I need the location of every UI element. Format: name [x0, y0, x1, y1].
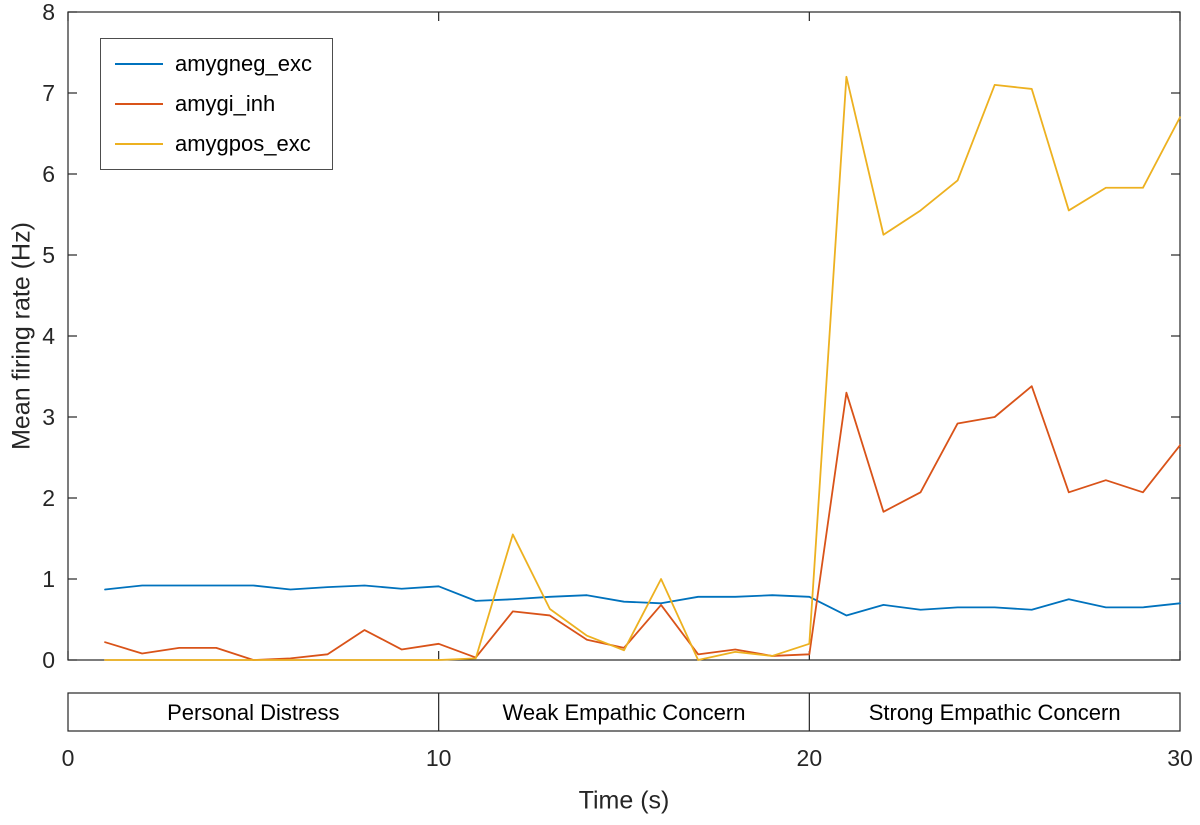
y-tick-label: 5: [42, 242, 55, 268]
phase-band: [67, 692, 1181, 732]
x-tick-label: 10: [426, 745, 452, 771]
legend: amygneg_exc amygi_inh amygpos_exc: [100, 38, 333, 170]
legend-label: amygpos_exc: [175, 131, 311, 156]
legend-item: amygi_inh: [115, 91, 312, 117]
x-tick-label: 0: [62, 745, 75, 771]
phase-label: Weak Empathic Concern: [503, 700, 746, 725]
legend-item: amygneg_exc: [115, 51, 312, 77]
legend-line-sample: [115, 103, 163, 105]
legend-label: amygi_inh: [175, 91, 276, 116]
y-tick-label: 3: [42, 404, 55, 430]
phase-label: Strong Empathic Concern: [869, 700, 1121, 725]
x-tick-label: 30: [1167, 745, 1193, 771]
series-line-amygneg_exc: [104, 584, 1181, 617]
x-axis-label: Time (s): [578, 786, 670, 815]
y-tick-label: 7: [42, 80, 55, 106]
legend-line-sample: [115, 63, 163, 65]
y-tick-label: 8: [42, 0, 55, 25]
y-tick-label: 1: [42, 566, 55, 592]
y-tick-label: 4: [42, 323, 55, 349]
series-line-amygi_inh: [104, 385, 1181, 661]
y-axis-label: Mean firing rate (Hz): [7, 222, 36, 450]
series-line-amygpos_exc: [104, 75, 1181, 661]
y-tick-label: 6: [42, 161, 55, 187]
legend-label: amygneg_exc: [175, 51, 312, 76]
phase-label: Personal Distress: [167, 700, 339, 725]
y-tick-label: 0: [42, 647, 55, 673]
legend-item: amygpos_exc: [115, 131, 312, 157]
y-tick-label: 2: [42, 485, 55, 511]
x-tick-label: 20: [797, 745, 823, 771]
legend-line-sample: [115, 143, 163, 145]
